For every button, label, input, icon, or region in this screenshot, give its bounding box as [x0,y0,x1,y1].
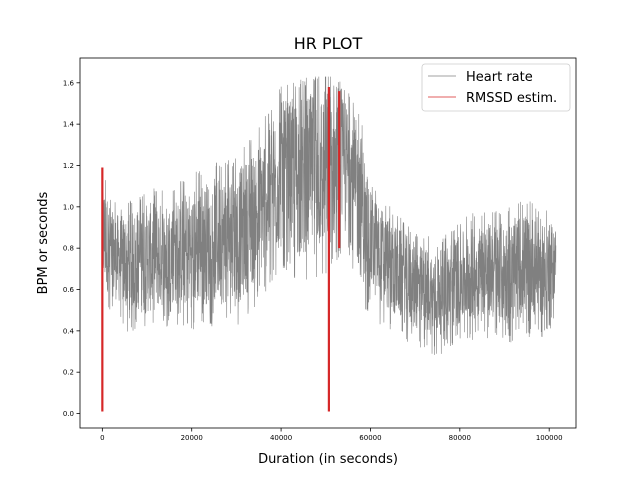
y-tick-label: 0.0 [63,410,74,418]
y-tick-label: 0.6 [63,286,75,294]
x-tick-label: 0 [100,434,104,442]
x-tick-label: 40000 [270,434,292,442]
y-tick-label: 0.4 [63,327,75,335]
y-tick-label: 1.2 [63,162,74,170]
x-tick-label: 100000 [536,434,563,442]
y-axis: 0.0 0.2 0.4 0.6 0.8 1.0 1.2 1.4 1.6 [63,79,80,418]
legend-label-rmssd: RMSSD estim. [466,91,557,106]
x-tick-label: 20000 [181,434,203,442]
x-tick-label: 60000 [359,434,381,442]
y-tick-label: 0.8 [63,245,74,253]
y-tick-label: 0.2 [63,369,74,377]
x-tick-label: 80000 [449,434,471,442]
x-axis: 0 20000 40000 60000 80000 100000 [100,428,563,442]
legend-label-heart-rate: Heart rate [466,70,533,85]
y-tick-label: 1.4 [63,121,75,129]
y-axis-label: BPM or seconds [36,191,51,294]
chart-title: HR PLOT [294,34,363,53]
y-tick-label: 1.6 [63,79,75,87]
y-tick-label: 1.0 [63,203,74,211]
plot-frame [79,57,577,429]
legend-box [421,63,571,112]
x-axis-label: Duration (in seconds) [258,452,398,467]
legend: Heart rate RMSSD estim. [421,63,571,112]
